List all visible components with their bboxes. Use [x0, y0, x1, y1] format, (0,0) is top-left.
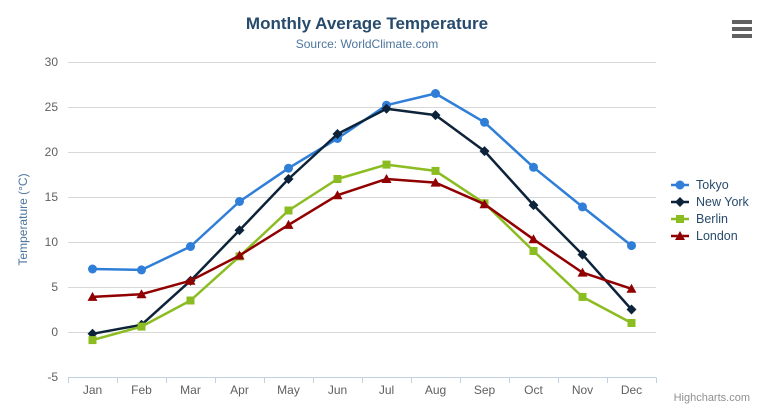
series-line-new-york	[91, 107, 633, 336]
marker-square	[284, 206, 293, 215]
x-axis-tick-label: Mar	[180, 383, 201, 397]
legend-symbol-diamond-icon	[671, 196, 689, 207]
marker-diamond	[234, 225, 245, 236]
marker-square	[431, 166, 440, 175]
marker-triangle	[136, 289, 147, 299]
y-axis-tick-label: 30	[45, 55, 59, 69]
y-axis-tick-label: 20	[45, 145, 59, 159]
marker-circle	[578, 202, 587, 212]
legend-label-london: London	[696, 228, 738, 243]
marker-circle	[627, 241, 636, 251]
x-axis-tick-label: Apr	[230, 383, 249, 397]
legend-symbol-circle-icon	[671, 180, 689, 189]
marker-circle	[235, 197, 244, 206]
y-axis-tick-label: 0	[51, 325, 58, 339]
marker-circle	[284, 163, 293, 173]
chart-subtitle: Source: WorldClimate.com	[295, 37, 439, 51]
legend-item-london[interactable]: London	[671, 227, 749, 244]
legend-label-tokyo: Tokyo	[696, 177, 729, 192]
marker-diamond	[577, 249, 588, 260]
marker-square	[382, 160, 391, 169]
marker-triangle	[626, 283, 637, 293]
series-line-berlin	[91, 163, 633, 342]
marker-triangle	[381, 174, 392, 183]
legend-item-tokyo[interactable]: Tokyo	[671, 176, 749, 193]
x-axis-tick-label: Feb	[131, 383, 152, 397]
marker-triangle	[528, 234, 539, 244]
y-axis-tick-label: 5	[51, 280, 58, 294]
marker-diamond	[528, 200, 539, 211]
marker-triangle	[185, 275, 196, 285]
legend-item-new-york[interactable]: New York	[671, 193, 749, 210]
marker-square	[88, 336, 97, 345]
legend-item-berlin[interactable]: Berlin	[671, 210, 749, 227]
y-axis-tick-label: 10	[45, 235, 59, 249]
marker-square	[627, 319, 636, 327]
credits-link[interactable]: Highcharts.com	[673, 392, 750, 404]
marker-square	[333, 175, 342, 183]
marker-diamond	[675, 196, 685, 207]
marker-triangle	[332, 190, 343, 200]
x-axis-tick-label: Jun	[328, 383, 347, 397]
y-axis-tick-label: 15	[45, 190, 59, 204]
marker-square	[186, 296, 195, 305]
legend-symbol-triangle-icon	[671, 230, 689, 240]
marker-triangle	[577, 267, 588, 277]
x-axis-tick-label: Aug	[425, 383, 446, 397]
legend-label-berlin: Berlin	[696, 211, 728, 226]
x-axis-tick-label: Dec	[621, 383, 642, 397]
marker-triangle	[87, 291, 98, 301]
marker-square	[578, 292, 587, 301]
hamburger-icon	[732, 34, 752, 38]
y-axis-tick-label: -5	[47, 370, 58, 384]
marker-triangle	[675, 230, 685, 240]
marker-triangle	[283, 219, 294, 229]
marker-square	[137, 322, 146, 331]
legend-symbol-square-icon	[671, 214, 689, 223]
series-new-york[interactable]	[87, 103, 637, 339]
marker-diamond	[381, 103, 392, 114]
marker-circle	[137, 265, 146, 275]
marker-diamond	[430, 110, 441, 121]
legend: Tokyo New York Berlin London	[671, 176, 749, 244]
marker-circle	[431, 89, 440, 98]
export-menu-button[interactable]	[730, 17, 756, 41]
x-axis-tick-label: May	[277, 383, 300, 397]
marker-circle	[529, 162, 538, 172]
marker-circle	[675, 180, 685, 189]
series-london[interactable]	[87, 174, 637, 301]
marker-circle	[186, 242, 195, 251]
series-line-tokyo	[91, 92, 633, 272]
marker-triangle	[479, 199, 490, 209]
marker-diamond	[332, 129, 343, 139]
hamburger-icon	[732, 20, 752, 24]
marker-square	[676, 214, 684, 223]
chart-title: Monthly Average Temperature	[245, 14, 489, 33]
marker-square	[529, 247, 538, 255]
marker-triangle	[234, 250, 245, 260]
y-axis-tick-label: 25	[45, 100, 59, 114]
marker-circle	[480, 117, 489, 127]
marker-circle	[88, 264, 97, 274]
legend-label-new-york: New York	[696, 194, 749, 209]
marker-diamond	[626, 304, 637, 315]
y-axis-title: Temperature (°C)	[16, 173, 30, 265]
x-axis-tick-label: Sep	[474, 383, 496, 397]
hamburger-icon	[732, 27, 752, 31]
series-line-london	[91, 177, 633, 299]
marker-diamond	[283, 174, 294, 184]
x-axis-tick-label: Jul	[379, 383, 394, 397]
marker-triangle	[430, 177, 441, 187]
x-axis-tick-label: Jan	[83, 383, 102, 397]
marker-diamond	[479, 146, 490, 157]
series-tokyo[interactable]	[88, 89, 636, 275]
x-axis-tick-label: Nov	[572, 383, 593, 397]
x-axis-tick-label: Oct	[524, 383, 543, 397]
